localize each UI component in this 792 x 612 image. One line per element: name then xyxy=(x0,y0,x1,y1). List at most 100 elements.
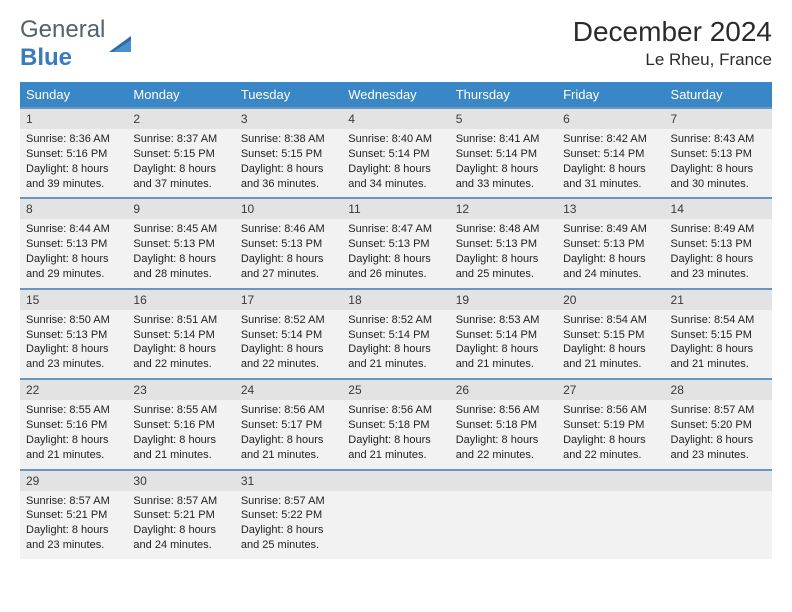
day-number: 26 xyxy=(450,380,557,400)
calendar-cell: 21Sunrise: 8:54 AMSunset: 5:15 PMDayligh… xyxy=(665,289,772,379)
day-number: 24 xyxy=(235,380,342,400)
calendar-cell: 26Sunrise: 8:56 AMSunset: 5:18 PMDayligh… xyxy=(450,379,557,469)
weekday-header: Monday xyxy=(127,82,234,108)
calendar-cell xyxy=(342,470,449,559)
day-number: 14 xyxy=(665,199,772,219)
calendar-cell: 19Sunrise: 8:53 AMSunset: 5:14 PMDayligh… xyxy=(450,289,557,379)
weekday-header: Sunday xyxy=(20,82,127,108)
calendar-cell: 30Sunrise: 8:57 AMSunset: 5:21 PMDayligh… xyxy=(127,470,234,559)
calendar-cell: 25Sunrise: 8:56 AMSunset: 5:18 PMDayligh… xyxy=(342,379,449,469)
page-title: December 2024 xyxy=(573,16,772,48)
calendar-cell: 23Sunrise: 8:55 AMSunset: 5:16 PMDayligh… xyxy=(127,379,234,469)
calendar-cell: 16Sunrise: 8:51 AMSunset: 5:14 PMDayligh… xyxy=(127,289,234,379)
calendar-table: SundayMondayTuesdayWednesdayThursdayFrid… xyxy=(20,82,772,559)
day-number: 5 xyxy=(450,109,557,129)
day-number: 30 xyxy=(127,471,234,491)
day-body: Sunrise: 8:56 AMSunset: 5:19 PMDaylight:… xyxy=(557,400,664,468)
day-number-empty xyxy=(342,471,449,491)
day-number: 27 xyxy=(557,380,664,400)
day-body: Sunrise: 8:57 AMSunset: 5:20 PMDaylight:… xyxy=(665,400,772,468)
day-number: 31 xyxy=(235,471,342,491)
calendar-cell: 1Sunrise: 8:36 AMSunset: 5:16 PMDaylight… xyxy=(20,108,127,198)
day-body: Sunrise: 8:51 AMSunset: 5:14 PMDaylight:… xyxy=(127,310,234,378)
day-body: Sunrise: 8:53 AMSunset: 5:14 PMDaylight:… xyxy=(450,310,557,378)
calendar-cell: 22Sunrise: 8:55 AMSunset: 5:16 PMDayligh… xyxy=(20,379,127,469)
day-number: 22 xyxy=(20,380,127,400)
day-body: Sunrise: 8:55 AMSunset: 5:16 PMDaylight:… xyxy=(20,400,127,468)
day-number: 13 xyxy=(557,199,664,219)
logo-text: General Blue xyxy=(20,16,105,72)
day-number: 2 xyxy=(127,109,234,129)
calendar-cell: 14Sunrise: 8:49 AMSunset: 5:13 PMDayligh… xyxy=(665,198,772,288)
calendar-cell: 12Sunrise: 8:48 AMSunset: 5:13 PMDayligh… xyxy=(450,198,557,288)
day-body: Sunrise: 8:57 AMSunset: 5:21 PMDaylight:… xyxy=(20,491,127,559)
calendar-cell: 6Sunrise: 8:42 AMSunset: 5:14 PMDaylight… xyxy=(557,108,664,198)
day-body: Sunrise: 8:48 AMSunset: 5:13 PMDaylight:… xyxy=(450,219,557,287)
day-body: Sunrise: 8:52 AMSunset: 5:14 PMDaylight:… xyxy=(235,310,342,378)
day-number: 3 xyxy=(235,109,342,129)
calendar-cell: 3Sunrise: 8:38 AMSunset: 5:15 PMDaylight… xyxy=(235,108,342,198)
day-body: Sunrise: 8:36 AMSunset: 5:16 PMDaylight:… xyxy=(20,129,127,197)
day-number: 7 xyxy=(665,109,772,129)
logo-word-1: General xyxy=(20,16,105,43)
weekday-header: Thursday xyxy=(450,82,557,108)
day-number: 15 xyxy=(20,290,127,310)
day-body: Sunrise: 8:52 AMSunset: 5:14 PMDaylight:… xyxy=(342,310,449,378)
calendar-cell xyxy=(450,470,557,559)
calendar-cell: 17Sunrise: 8:52 AMSunset: 5:14 PMDayligh… xyxy=(235,289,342,379)
day-number-empty xyxy=(665,471,772,491)
day-number: 6 xyxy=(557,109,664,129)
day-number: 21 xyxy=(665,290,772,310)
day-number: 19 xyxy=(450,290,557,310)
weekday-header: Wednesday xyxy=(342,82,449,108)
day-number: 23 xyxy=(127,380,234,400)
day-number-empty xyxy=(557,471,664,491)
day-body: Sunrise: 8:54 AMSunset: 5:15 PMDaylight:… xyxy=(557,310,664,378)
logo-triangle-icon xyxy=(109,34,135,54)
day-body: Sunrise: 8:56 AMSunset: 5:18 PMDaylight:… xyxy=(342,400,449,468)
day-body: Sunrise: 8:49 AMSunset: 5:13 PMDaylight:… xyxy=(665,219,772,287)
calendar-cell: 13Sunrise: 8:49 AMSunset: 5:13 PMDayligh… xyxy=(557,198,664,288)
day-body: Sunrise: 8:57 AMSunset: 5:22 PMDaylight:… xyxy=(235,491,342,559)
weekday-header: Saturday xyxy=(665,82,772,108)
day-body: Sunrise: 8:43 AMSunset: 5:13 PMDaylight:… xyxy=(665,129,772,197)
calendar-cell: 9Sunrise: 8:45 AMSunset: 5:13 PMDaylight… xyxy=(127,198,234,288)
calendar-cell: 5Sunrise: 8:41 AMSunset: 5:14 PMDaylight… xyxy=(450,108,557,198)
day-number: 17 xyxy=(235,290,342,310)
day-body: Sunrise: 8:55 AMSunset: 5:16 PMDaylight:… xyxy=(127,400,234,468)
calendar-cell: 8Sunrise: 8:44 AMSunset: 5:13 PMDaylight… xyxy=(20,198,127,288)
day-number: 9 xyxy=(127,199,234,219)
page-subtitle: Le Rheu, France xyxy=(573,50,772,70)
calendar-cell: 2Sunrise: 8:37 AMSunset: 5:15 PMDaylight… xyxy=(127,108,234,198)
calendar-cell: 20Sunrise: 8:54 AMSunset: 5:15 PMDayligh… xyxy=(557,289,664,379)
day-body: Sunrise: 8:46 AMSunset: 5:13 PMDaylight:… xyxy=(235,219,342,287)
day-body: Sunrise: 8:45 AMSunset: 5:13 PMDaylight:… xyxy=(127,219,234,287)
day-body: Sunrise: 8:56 AMSunset: 5:17 PMDaylight:… xyxy=(235,400,342,468)
calendar-cell: 28Sunrise: 8:57 AMSunset: 5:20 PMDayligh… xyxy=(665,379,772,469)
day-number: 12 xyxy=(450,199,557,219)
day-body: Sunrise: 8:54 AMSunset: 5:15 PMDaylight:… xyxy=(665,310,772,378)
day-body: Sunrise: 8:49 AMSunset: 5:13 PMDaylight:… xyxy=(557,219,664,287)
calendar-cell: 10Sunrise: 8:46 AMSunset: 5:13 PMDayligh… xyxy=(235,198,342,288)
day-number: 4 xyxy=(342,109,449,129)
calendar-cell: 4Sunrise: 8:40 AMSunset: 5:14 PMDaylight… xyxy=(342,108,449,198)
calendar-cell: 7Sunrise: 8:43 AMSunset: 5:13 PMDaylight… xyxy=(665,108,772,198)
day-body: Sunrise: 8:40 AMSunset: 5:14 PMDaylight:… xyxy=(342,129,449,197)
calendar-cell xyxy=(665,470,772,559)
day-number: 1 xyxy=(20,109,127,129)
day-number: 28 xyxy=(665,380,772,400)
day-number: 10 xyxy=(235,199,342,219)
day-body: Sunrise: 8:38 AMSunset: 5:15 PMDaylight:… xyxy=(235,129,342,197)
calendar-cell: 27Sunrise: 8:56 AMSunset: 5:19 PMDayligh… xyxy=(557,379,664,469)
day-body: Sunrise: 8:57 AMSunset: 5:21 PMDaylight:… xyxy=(127,491,234,559)
calendar-cell: 31Sunrise: 8:57 AMSunset: 5:22 PMDayligh… xyxy=(235,470,342,559)
day-body: Sunrise: 8:41 AMSunset: 5:14 PMDaylight:… xyxy=(450,129,557,197)
day-number: 16 xyxy=(127,290,234,310)
calendar-cell: 24Sunrise: 8:56 AMSunset: 5:17 PMDayligh… xyxy=(235,379,342,469)
logo-word-2: Blue xyxy=(20,44,72,71)
calendar-cell: 15Sunrise: 8:50 AMSunset: 5:13 PMDayligh… xyxy=(20,289,127,379)
weekday-header: Friday xyxy=(557,82,664,108)
day-number: 18 xyxy=(342,290,449,310)
day-body: Sunrise: 8:50 AMSunset: 5:13 PMDaylight:… xyxy=(20,310,127,378)
logo: General Blue xyxy=(20,16,135,72)
